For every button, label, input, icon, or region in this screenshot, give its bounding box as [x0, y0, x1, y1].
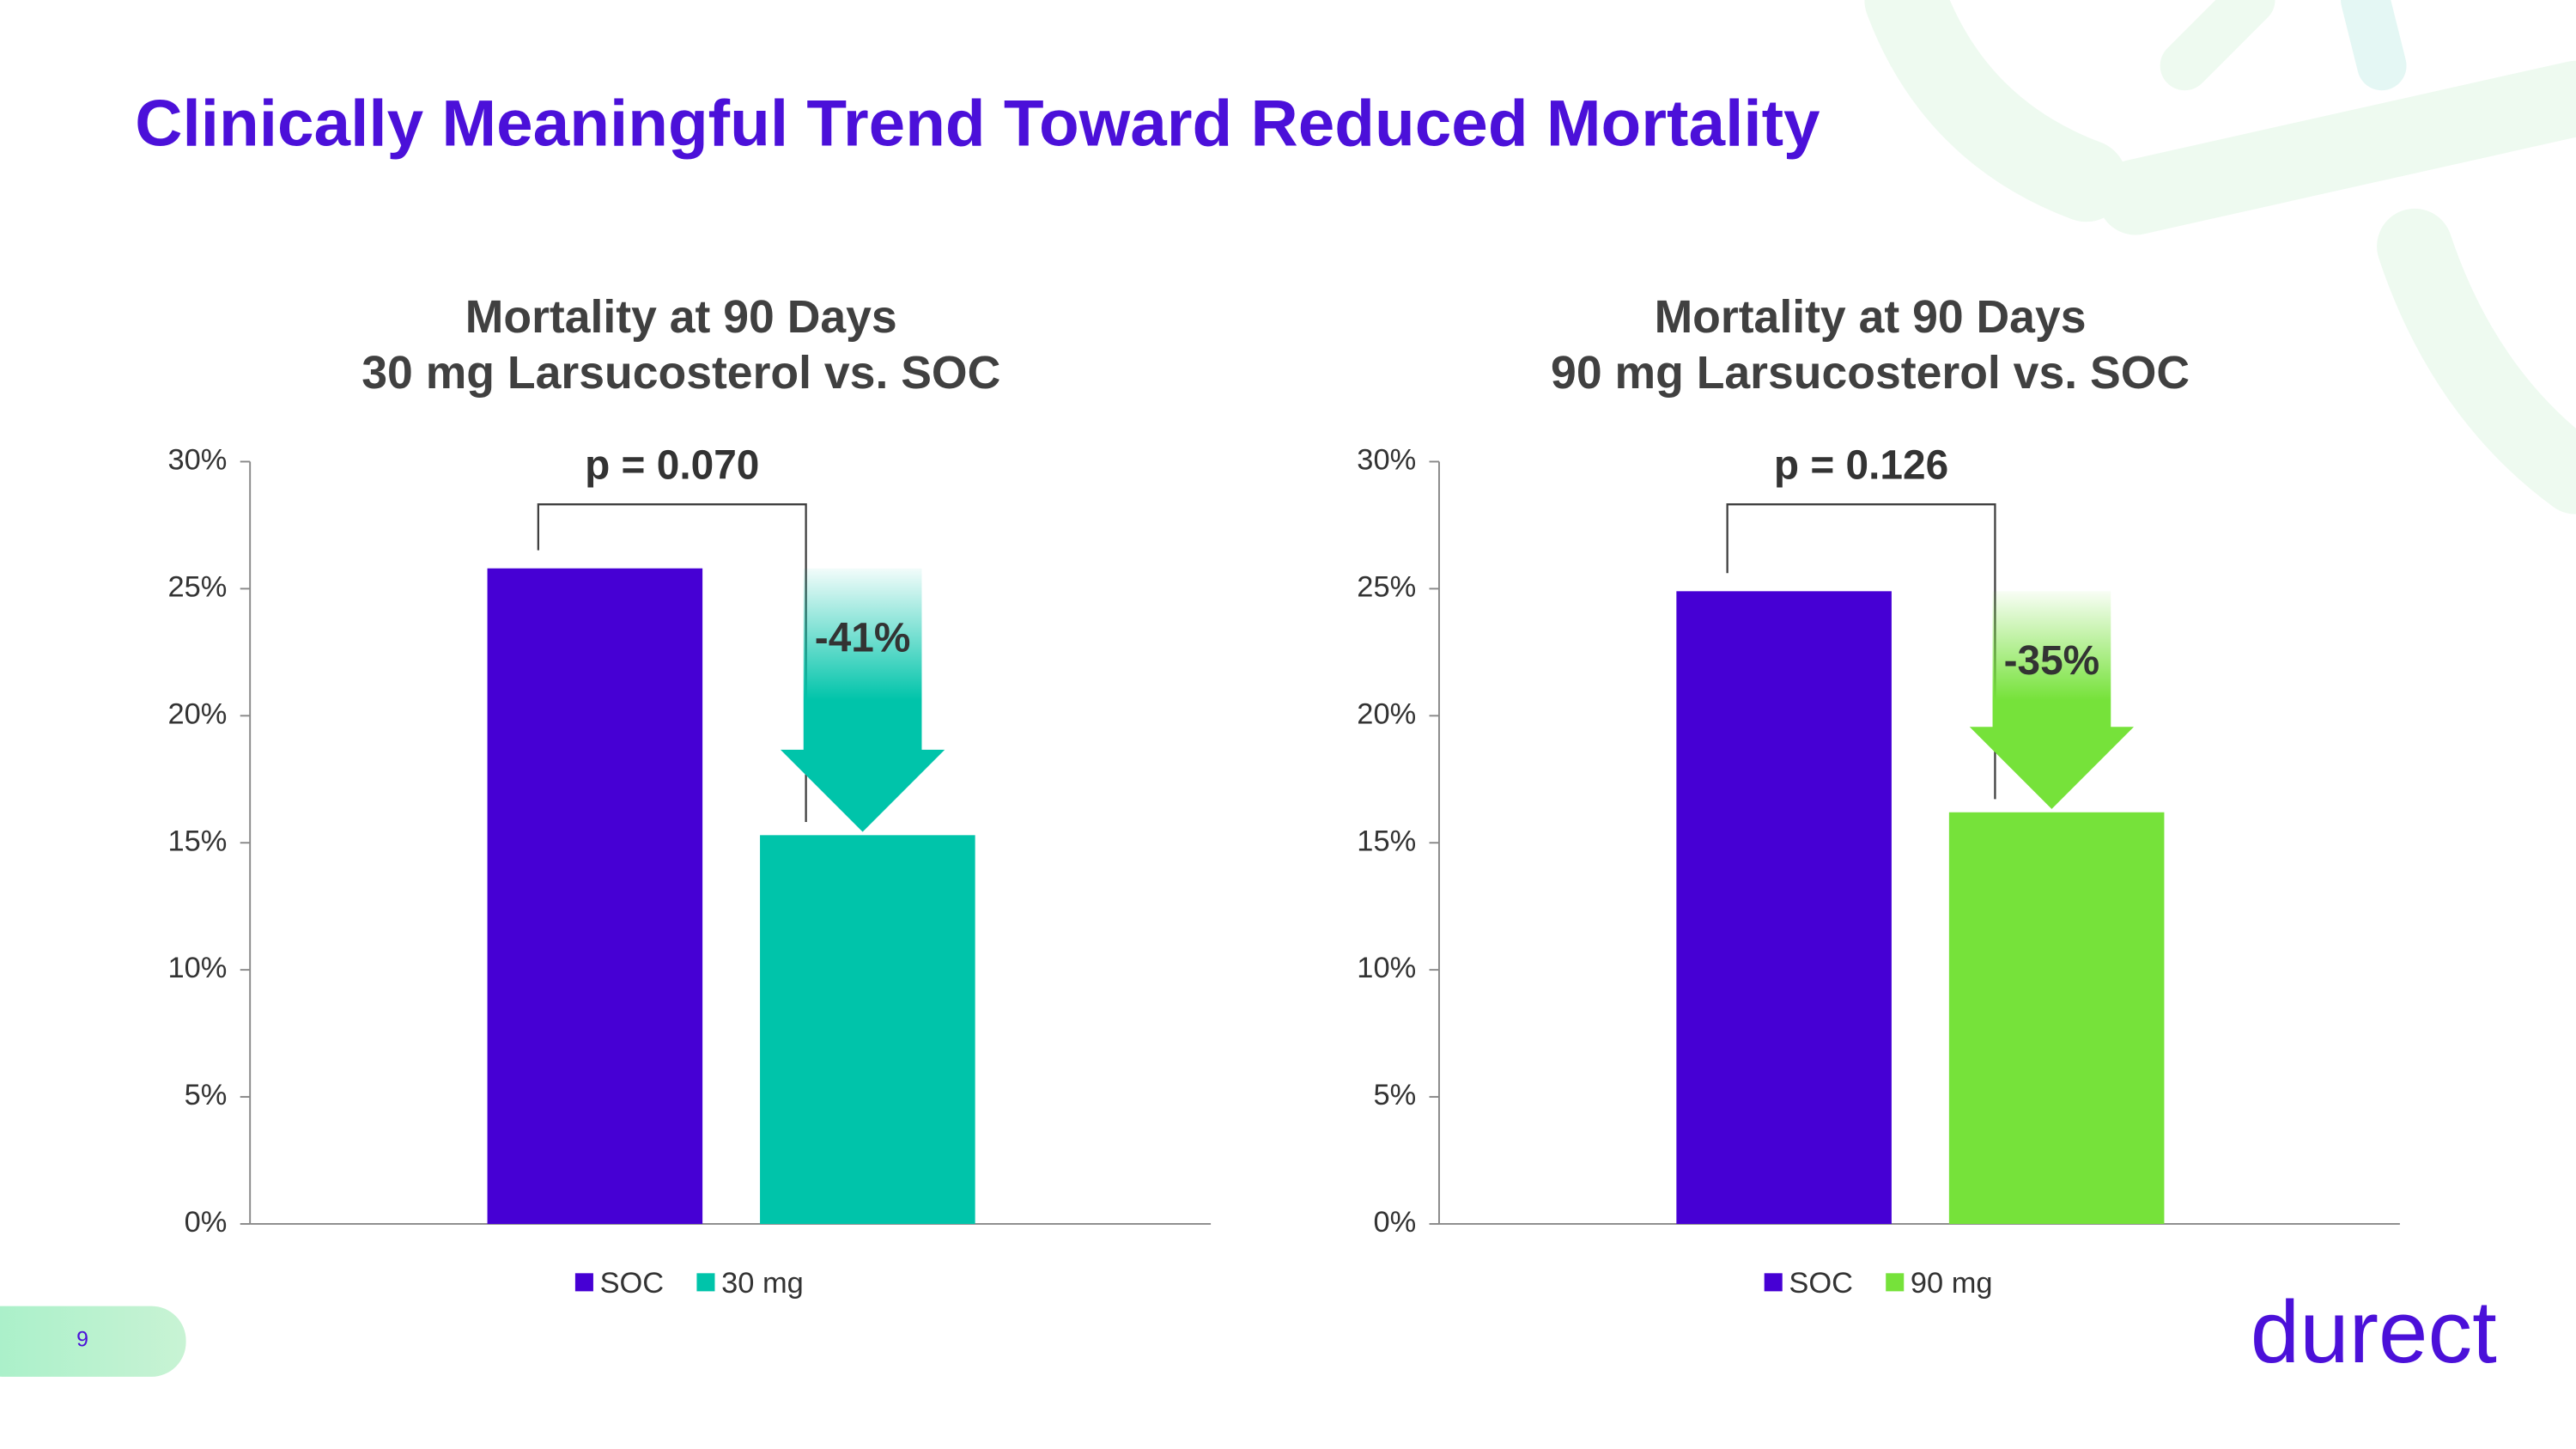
page-number-pill — [0, 1306, 186, 1377]
y-tick-label: 0% — [1373, 1206, 1416, 1239]
y-tick-label: 30% — [168, 444, 228, 477]
chart-subtitle: 30 mg Larsucosterol vs. SOC — [361, 348, 1000, 399]
change-label: -35% — [2004, 638, 2100, 684]
y-tick-label: 15% — [1357, 825, 1416, 857]
y-tick-label: 25% — [1357, 570, 1416, 603]
p-value: p = 0.126 — [1774, 443, 1948, 489]
p-value: p = 0.070 — [585, 443, 759, 489]
bar — [760, 835, 975, 1224]
legend-label: 90 mg — [1911, 1267, 1993, 1300]
y-tick-label: 30% — [1357, 444, 1416, 477]
legend-label: SOC — [600, 1267, 665, 1300]
y-tick-label: 5% — [1373, 1079, 1416, 1111]
bar — [1676, 591, 1892, 1224]
chart-title: Mortality at 90 Days — [1655, 292, 2087, 343]
y-tick-label: 10% — [1357, 952, 1416, 984]
y-tick-label: 20% — [168, 697, 228, 730]
legend-swatch — [1764, 1273, 1783, 1292]
y-tick-label: 0% — [185, 1206, 228, 1239]
legend-label: 30 mg — [721, 1267, 804, 1300]
y-tick-label: 15% — [168, 825, 228, 857]
legend-label: SOC — [1789, 1267, 1853, 1300]
y-tick-label: 10% — [168, 952, 228, 984]
logo: durect — [2251, 1282, 2497, 1381]
background-decoration — [1864, 0, 2576, 514]
reduction-arrow — [1969, 591, 2135, 809]
y-tick-label: 20% — [1357, 697, 1416, 730]
bar — [487, 568, 703, 1224]
page-number: 9 — [76, 1327, 88, 1351]
bar — [1948, 812, 2165, 1224]
chart-subtitle: 90 mg Larsucosterol vs. SOC — [1551, 348, 2190, 399]
change-label: -41% — [815, 616, 911, 661]
y-tick-label: 5% — [185, 1079, 228, 1111]
legend-swatch — [1886, 1273, 1905, 1292]
legend-swatch — [696, 1273, 715, 1292]
slide-title: Clinically Meaningful Trend Toward Reduc… — [135, 87, 1820, 160]
reduction-arrow — [780, 568, 945, 832]
chart-title: Mortality at 90 Days — [465, 292, 897, 343]
legend-swatch — [574, 1273, 593, 1292]
y-tick-label: 25% — [168, 570, 228, 603]
